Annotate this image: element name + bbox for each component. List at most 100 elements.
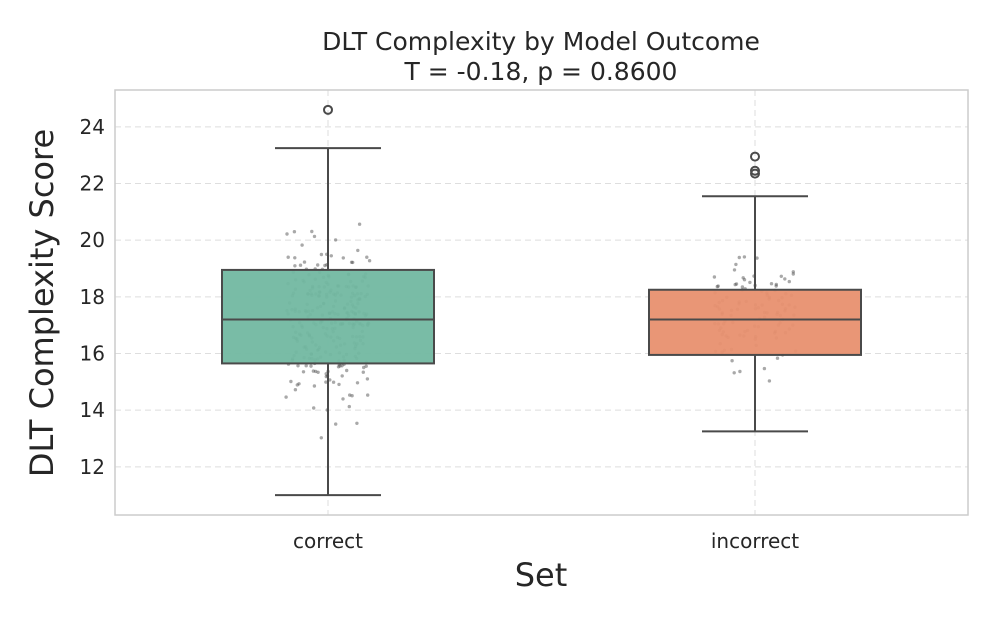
- y-tick-label: 22: [80, 172, 105, 196]
- data-point: [341, 397, 345, 401]
- data-point: [357, 222, 362, 226]
- data-point: [293, 388, 298, 392]
- data-point: [733, 282, 737, 287]
- outlier-point: [323, 104, 333, 115]
- data-point: [284, 395, 288, 399]
- data-point: [293, 264, 297, 268]
- data-point: [361, 370, 365, 374]
- data-point: [348, 393, 352, 397]
- x-axis-label: Set: [515, 556, 568, 594]
- data-point: [767, 379, 772, 383]
- data-point: [312, 406, 316, 410]
- iqr-box: [648, 288, 862, 356]
- y-tick-labels: 12 14 16 18 20 22 24: [80, 115, 105, 479]
- data-point: [316, 263, 320, 267]
- data-point: [355, 421, 359, 425]
- y-tick-label: 18: [80, 285, 105, 309]
- data-point: [310, 229, 314, 234]
- data-point: [329, 254, 333, 258]
- data-point: [734, 282, 739, 286]
- data-point: [364, 364, 368, 368]
- y-axis-label: DLT Complexity Score: [23, 129, 61, 477]
- data-point: [301, 370, 306, 374]
- data-point: [738, 369, 742, 374]
- data-point: [312, 234, 317, 239]
- y-tick-label: 20: [80, 228, 105, 252]
- data-point: [319, 436, 323, 440]
- data-point: [367, 259, 372, 263]
- data-point: [716, 284, 720, 288]
- iqr-box: [221, 268, 435, 365]
- x-tick-labels: correct incorrect: [293, 529, 799, 553]
- data-point: [285, 232, 289, 236]
- data-point: [323, 263, 327, 268]
- data-point: [755, 256, 759, 260]
- data-point: [300, 243, 304, 247]
- data-point: [741, 276, 745, 280]
- data-point: [715, 284, 719, 289]
- y-tick-label: 16: [80, 342, 105, 366]
- data-point: [311, 369, 316, 373]
- data-point: [296, 364, 300, 368]
- data-point: [732, 371, 736, 375]
- data-point: [304, 364, 308, 368]
- data-point: [337, 382, 341, 387]
- data-point: [340, 364, 344, 368]
- data-point: [365, 255, 369, 259]
- data-point: [774, 284, 778, 288]
- data-point: [349, 260, 354, 264]
- data-point: [355, 381, 360, 385]
- data-point: [302, 260, 307, 264]
- data-point: [286, 255, 290, 259]
- boxes: [221, 104, 862, 497]
- data-point: [783, 277, 787, 281]
- y-tick-label: 12: [80, 455, 105, 479]
- data-point: [297, 382, 301, 386]
- x-tick-label: incorrect: [711, 529, 799, 553]
- y-tick-label: 14: [80, 398, 105, 422]
- data-point: [316, 370, 320, 374]
- data-point: [769, 282, 774, 286]
- data-point: [314, 369, 318, 374]
- data-point: [319, 252, 324, 257]
- data-point: [341, 256, 345, 260]
- data-point: [365, 377, 370, 381]
- x-tick-label: correct: [293, 529, 363, 553]
- data-point: [791, 270, 795, 274]
- data-point: [324, 380, 328, 384]
- data-point: [742, 255, 747, 259]
- data-point: [350, 394, 354, 398]
- data-point: [340, 374, 344, 378]
- data-point: [347, 404, 351, 409]
- data-point: [730, 359, 734, 363]
- data-point: [734, 262, 738, 267]
- data-point: [331, 380, 336, 384]
- chart-title: DLT Complexity by Model Outcome: [322, 27, 760, 56]
- data-point: [762, 366, 767, 371]
- data-point: [362, 365, 366, 370]
- data-point: [338, 364, 342, 368]
- data-point: [334, 422, 338, 426]
- data-point: [740, 285, 745, 289]
- data-point: [292, 230, 297, 234]
- data-point: [791, 272, 795, 276]
- data-point: [312, 384, 317, 388]
- data-point: [293, 256, 297, 260]
- data-point: [748, 280, 752, 285]
- data-point: [309, 364, 313, 368]
- data-point: [336, 365, 341, 369]
- data-point: [289, 379, 293, 384]
- outlier-point: [750, 151, 760, 162]
- data-point: [351, 260, 355, 265]
- data-point: [366, 393, 370, 397]
- data-point: [732, 268, 737, 272]
- chart-subtitle: T = -0.18, p = 0.8600: [404, 57, 678, 86]
- data-point: [345, 368, 349, 373]
- plot-frame: [114, 89, 969, 516]
- data-point: [356, 248, 360, 253]
- data-point: [742, 278, 747, 282]
- data-point: [712, 275, 717, 279]
- y-tick-label: 24: [80, 115, 105, 139]
- data-point: [295, 383, 299, 387]
